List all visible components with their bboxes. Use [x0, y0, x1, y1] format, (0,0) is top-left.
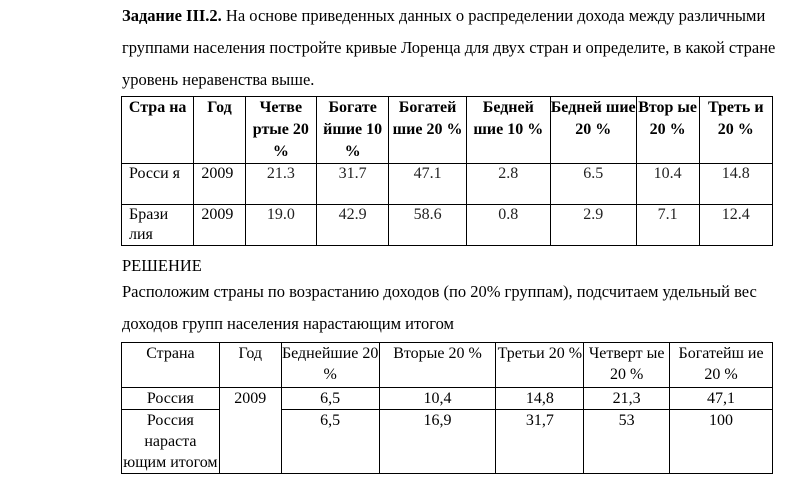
value-cell: 14.8 [698, 163, 774, 205]
income-distribution-table: Стра на Год Четве ртые 20 % Богате йшие … [120, 96, 774, 246]
header-cell: Бедней шие 10 % [465, 96, 551, 164]
value-cell: 58.6 [388, 204, 467, 246]
cumulative-income-table: Страна Год Беднейшие 20 % Вторые 20 % Тр… [121, 342, 773, 474]
value-cell: 6.5 [549, 163, 637, 205]
table-row: Росси я 2009 21.3 31.7 47.1 2.8 6.5 10.4… [120, 163, 774, 205]
value-cell: 31,7 [495, 409, 585, 474]
table-row: Россия наpаста ющим итогом 6,5 16,9 31,7… [121, 409, 773, 474]
value-cell: 42.9 [315, 204, 390, 246]
year-cell: 2009 [193, 204, 246, 246]
value-cell: 7.1 [635, 204, 700, 246]
value-cell: 10.4 [635, 163, 700, 205]
value-cell: 31.7 [315, 163, 390, 205]
header-cell: Четверт ые 20 % [583, 342, 671, 388]
solution-paragraph: Расположим страны по возрастанию доходов… [122, 282, 757, 333]
year-cell: 2009 [218, 387, 282, 474]
value-cell: 14,8 [495, 387, 585, 410]
value-cell: 19.0 [244, 204, 317, 246]
year-cell: 2009 [193, 163, 246, 205]
value-cell: 47,1 [669, 387, 773, 410]
header-cell: Год [218, 342, 282, 388]
header-cell: Бедней шие 20 % [549, 96, 637, 164]
country-cell: Россия наpаста ющим итогом [121, 409, 220, 474]
header-cell: Богате йшие 10 % [315, 96, 390, 164]
header-cell: Треть и 20 % [698, 96, 774, 164]
value-cell: 10,4 [378, 387, 497, 410]
table-header-row: Стра на Год Четве ртые 20 % Богате йшие … [120, 96, 774, 164]
value-cell: 53 [583, 409, 671, 474]
task-paragraph: Задание III.2. На основе приведенных дан… [122, 0, 802, 96]
header-cell: Богатей шие 20 % [388, 96, 467, 164]
table-header-row: Страна Год Беднейшие 20 % Вторые 20 % Тр… [121, 342, 773, 388]
value-cell: 21,3 [583, 387, 671, 410]
value-cell: 47.1 [388, 163, 467, 205]
value-cell: 21.3 [244, 163, 317, 205]
task-text: На основе приведенных данных о распредел… [122, 6, 776, 89]
value-cell: 6,5 [280, 409, 380, 474]
country-cell: Россия [121, 387, 220, 410]
value-cell: 6,5 [280, 387, 380, 410]
table-row: Брази лия 2009 19.0 42.9 58.6 0.8 2.9 7.… [120, 204, 774, 246]
header-cell: Вторые 20 % [378, 342, 497, 388]
value-cell: 12.4 [698, 204, 774, 246]
header-cell: Втор ые 20 % [635, 96, 700, 164]
value-cell: 0.8 [465, 204, 551, 246]
value-cell: 2.8 [465, 163, 551, 205]
value-cell: 100 [669, 409, 773, 474]
value-cell: 16,9 [378, 409, 497, 474]
country-cell: Росси я [120, 163, 195, 205]
header-cell: Третьи 20 % [495, 342, 585, 388]
task-label: Задание III.2. [122, 6, 222, 25]
value-cell: 2.9 [549, 204, 637, 246]
country-cell: Брази лия [120, 204, 195, 246]
header-cell: Богатейш ие 20 % [669, 342, 773, 388]
header-cell: Страна [121, 342, 220, 388]
header-cell: Стра на [120, 96, 195, 164]
solution-heading: РЕШЕНИЕ [122, 256, 202, 275]
header-cell: Беднейшие 20 % [280, 342, 380, 388]
header-cell: Четве ртые 20 % [244, 96, 317, 164]
table-row: Россия 2009 6,5 10,4 14,8 21,3 47,1 [121, 387, 773, 474]
header-cell: Год [193, 96, 246, 164]
